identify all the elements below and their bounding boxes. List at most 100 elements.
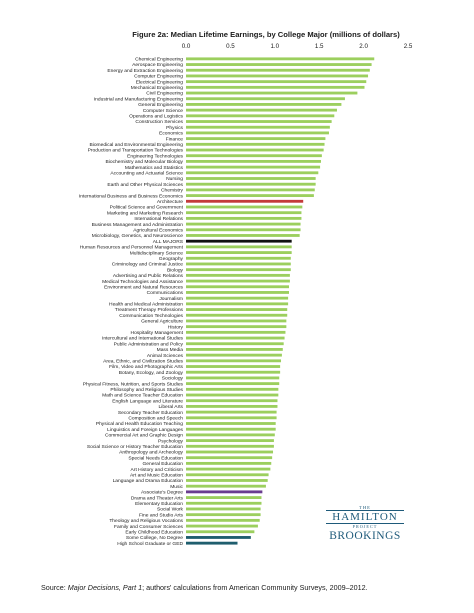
bar [186, 336, 285, 340]
category-label: General Engineering [138, 102, 183, 108]
category-label: Agricultural Economics [133, 227, 183, 233]
bar [186, 467, 271, 471]
bar [186, 513, 261, 517]
category-label: Physical and Health Education Teaching [96, 421, 183, 427]
bar [186, 422, 276, 425]
category-label: Mechanical Engineering [131, 85, 183, 91]
bar [186, 365, 281, 368]
category-label: Political Science and Government [110, 205, 184, 211]
bar [186, 387, 279, 391]
logo-hamilton: HAMILTON [326, 510, 404, 524]
bar [186, 74, 369, 78]
bar [186, 199, 304, 203]
bar [186, 296, 289, 300]
category-label: Earth and Other Physical Sciences [107, 182, 183, 188]
bar [186, 211, 302, 215]
bar [186, 103, 342, 106]
category-label: Geography [159, 256, 184, 262]
bar [186, 188, 315, 192]
category-label: General Agriculture [141, 319, 183, 325]
category-label: Communication Technologies [119, 313, 183, 319]
category-label: Biology [167, 267, 184, 273]
category-label: Aerospace Engineering [132, 62, 183, 68]
bar [186, 313, 288, 317]
category-label: Construction Services [135, 119, 183, 125]
category-label: Fine and Studio Arts [139, 512, 184, 518]
bar [186, 393, 279, 397]
category-label: Economics [159, 131, 183, 137]
bar [186, 302, 289, 306]
category-label: Animal Sciences [147, 353, 184, 359]
x-tick-label: 1.0 [270, 43, 279, 50]
bar [186, 182, 316, 186]
logo-the: THE [359, 505, 371, 510]
category-label: History [168, 324, 184, 330]
source-note: Source: Major Decisions, Part 1; authors… [41, 583, 368, 592]
bar [186, 330, 286, 334]
source-publication: Major Decisions, Part 1 [67, 583, 143, 592]
category-label: Elementary Education [135, 501, 183, 507]
category-label: Composition and Speech [128, 416, 183, 422]
bar [186, 427, 276, 431]
category-label: Social Work [157, 507, 184, 513]
category-label: Medical Technologies and Assistance [102, 279, 183, 285]
category-label: Sociology [162, 376, 184, 382]
category-label: Biomedical and Environmental Engineering [89, 142, 183, 148]
category-label: English Language and Literature [112, 398, 183, 404]
bar [186, 234, 300, 237]
category-label: Computer Science [143, 108, 184, 114]
bar [186, 131, 329, 135]
category-label: Philosophy and Religious Studies [110, 387, 183, 393]
x-tick-label: 2.0 [359, 43, 368, 50]
bar [186, 490, 263, 494]
bar [186, 148, 324, 152]
logo-brookings: BROOKINGS [329, 530, 401, 542]
bar [186, 410, 277, 414]
bar [186, 433, 275, 437]
bar [186, 399, 278, 403]
bar [186, 80, 367, 84]
category-label: Associate's Degree [141, 490, 183, 496]
bar [186, 239, 292, 243]
category-label: Energy and Extraction Engineering [107, 68, 183, 74]
bar [186, 85, 365, 89]
bar [186, 251, 292, 254]
category-label: Some College, No Degree [126, 535, 183, 541]
category-label: Engineering Technologies [127, 153, 183, 159]
bar [186, 222, 301, 226]
bar [186, 370, 281, 374]
category-label: Music [170, 484, 183, 490]
category-label: Public Administration and Policy [114, 341, 184, 347]
bar [186, 308, 288, 311]
category-label: Physical Fitness, Nutrition, and Sports … [83, 381, 184, 387]
hamilton-brookings-logo: THE HAMILTON PROJECT BROOKINGS [322, 505, 408, 547]
bar [186, 63, 372, 66]
bars [186, 57, 375, 545]
category-label: Early Childhood Education [125, 529, 183, 535]
logo-project: PROJECT [352, 524, 378, 529]
bar [186, 382, 280, 386]
source-prefix: Source: [41, 583, 68, 592]
category-label: Architecture [157, 199, 183, 205]
bar [186, 342, 284, 346]
bar [186, 353, 282, 357]
bar [186, 268, 291, 272]
bar [186, 159, 321, 163]
category-label: Advertising and Public Relations [113, 273, 184, 279]
category-label: Hospitality Management [131, 330, 184, 336]
bar [186, 285, 290, 289]
category-label: Civil Engineering [146, 91, 183, 97]
bar [186, 450, 274, 454]
category-label: Commercial Art and Graphic Design [105, 433, 183, 439]
bar [186, 91, 358, 95]
bar [186, 456, 273, 460]
category-label: Treatment Therapy Professions [115, 307, 184, 313]
bar [186, 507, 261, 511]
category-label: Production and Transportation Technologi… [88, 148, 184, 154]
category-label: Family and Consumer Sciences [114, 524, 184, 530]
category-label: Liberal Arts [159, 404, 184, 410]
bar [186, 120, 332, 123]
category-label: General Education [142, 461, 183, 467]
